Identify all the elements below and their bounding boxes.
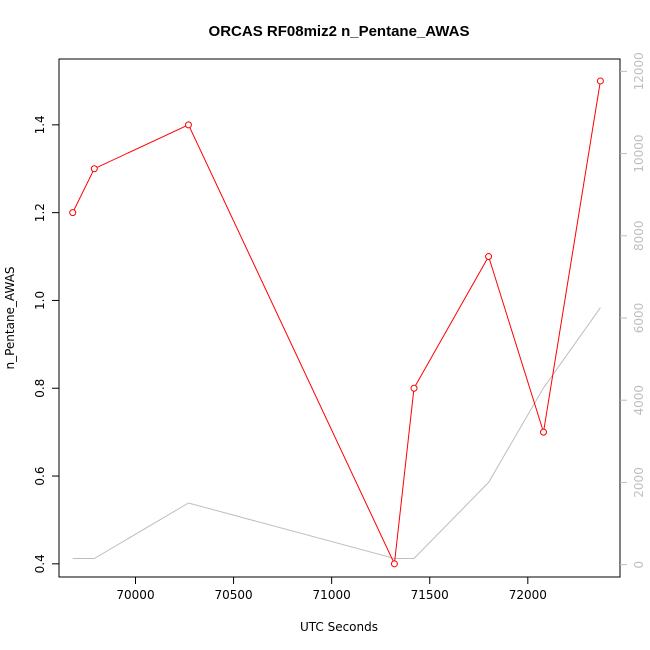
- y-tick-label: 0.6: [33, 466, 47, 485]
- y2-tick-label: 12000: [632, 52, 646, 90]
- series-line-right-axis: [72, 307, 601, 559]
- data-point: [410, 384, 418, 392]
- plot-frame: [58, 58, 621, 578]
- x-axis: 70000 70500 71000 71500 72000: [116, 577, 547, 602]
- y-tick-label: 1.2: [33, 203, 47, 222]
- y2-tick-label: 6000: [632, 303, 646, 334]
- x-axis-label: UTC Seconds: [300, 620, 378, 634]
- x-tick-label: 70000: [116, 588, 154, 602]
- x-tick-label: 71500: [411, 588, 449, 602]
- data-point: [390, 560, 398, 568]
- y-tick-label: 1.0: [33, 291, 47, 310]
- y-tick-label: 0.8: [33, 379, 47, 398]
- y-axis-label: n_Pentane_AWAS: [3, 266, 17, 369]
- data-point: [69, 209, 77, 217]
- data-point: [596, 77, 604, 85]
- series-line: [72, 80, 601, 566]
- y-axis-left: 0.4 0.6 0.8 1.0 1.2 1.4: [33, 115, 59, 573]
- data-point: [485, 253, 493, 261]
- y-tick-label: 1.4: [33, 115, 47, 134]
- x-tick-label: 71000: [313, 588, 351, 602]
- data-point: [90, 165, 98, 173]
- chart-title: ORCAS RF08miz2 n_Pentane_AWAS: [209, 23, 470, 40]
- y2-tick-label: 10000: [632, 134, 646, 172]
- x-tick-label: 72000: [509, 588, 547, 602]
- y-tick-label: 0.4: [33, 554, 47, 573]
- y2-tick-label: 8000: [632, 221, 646, 252]
- y2-tick-label: 4000: [632, 385, 646, 416]
- data-point: [540, 428, 547, 436]
- y2-tick-label: 0: [632, 561, 646, 569]
- series-layer: [69, 77, 604, 568]
- data-point: [184, 121, 192, 129]
- y-axis-right: 0 2000 4000 6000 8000 10000 12000: [620, 52, 646, 568]
- y2-tick-label: 2000: [632, 467, 646, 498]
- x-tick-label: 70500: [214, 588, 252, 602]
